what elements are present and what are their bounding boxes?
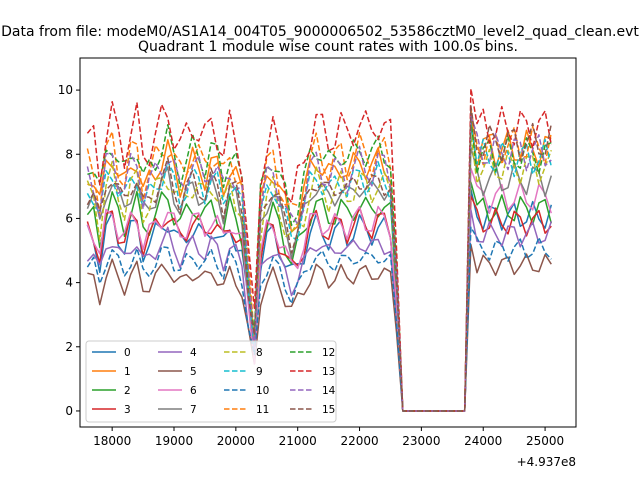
x-tick-label: 23000 (402, 434, 440, 448)
series-line-12 (87, 119, 552, 412)
legend-label-10: 10 (256, 385, 269, 397)
legend-label-6: 6 (190, 385, 197, 397)
legend-label-4: 4 (190, 347, 197, 359)
y-tick-label: 4 (65, 276, 73, 290)
legend-label-7: 7 (190, 404, 197, 416)
series-line-2 (86, 181, 553, 412)
legend-label-5: 5 (190, 366, 197, 378)
legend-label-13: 13 (322, 366, 335, 378)
legend-label-8: 8 (256, 347, 263, 359)
x-tick-label: 18000 (93, 434, 131, 448)
x-axis: 18000 19000 20000 21000 22000 23000 24000 25000 (93, 427, 564, 448)
plot-frame (79, 57, 577, 428)
y-tick-label: 10 (58, 83, 73, 97)
series-layer (86, 87, 553, 412)
x-tick-label: 24000 (464, 434, 502, 448)
legend-label-1: 1 (124, 366, 131, 378)
figure-suptitle: Data from file: modeM0/AS1A14_004T05_900… (1, 24, 639, 40)
x-tick-label: 19000 (155, 434, 193, 448)
series-line-5 (87, 243, 552, 412)
y-tick-label: 8 (65, 147, 73, 161)
legend-label-11: 11 (256, 404, 269, 416)
x-tick-label: 22000 (340, 434, 378, 448)
legend-frame (85, 340, 337, 423)
legend-label-9: 9 (256, 366, 263, 378)
series-line-15 (86, 105, 553, 412)
legend-label-12: 12 (322, 347, 335, 359)
y-axis: 0 2 4 6 8 10 (58, 83, 80, 418)
legend-label-3: 3 (124, 404, 131, 416)
legend-label-15: 15 (322, 404, 335, 416)
chart-title: Quadrant 1 module wise count rates with … (138, 39, 518, 55)
y-tick-label: 0 (65, 404, 73, 418)
y-tick-label: 6 (65, 211, 73, 225)
x-tick-label: 25000 (526, 434, 564, 448)
x-tick-label: 20000 (217, 434, 255, 448)
y-tick-label: 2 (65, 340, 73, 354)
legend-label-2: 2 (124, 385, 131, 397)
series-line-6 (86, 167, 553, 412)
x-tick-label: 21000 (279, 434, 317, 448)
series-line-4 (86, 209, 553, 412)
series-line-10 (86, 226, 552, 412)
series-line-8 (86, 132, 553, 412)
x-axis-offset-label: +4.937e8 (517, 455, 576, 469)
legend-label-0: 0 (124, 347, 131, 359)
legend-label-14: 14 (322, 385, 336, 397)
